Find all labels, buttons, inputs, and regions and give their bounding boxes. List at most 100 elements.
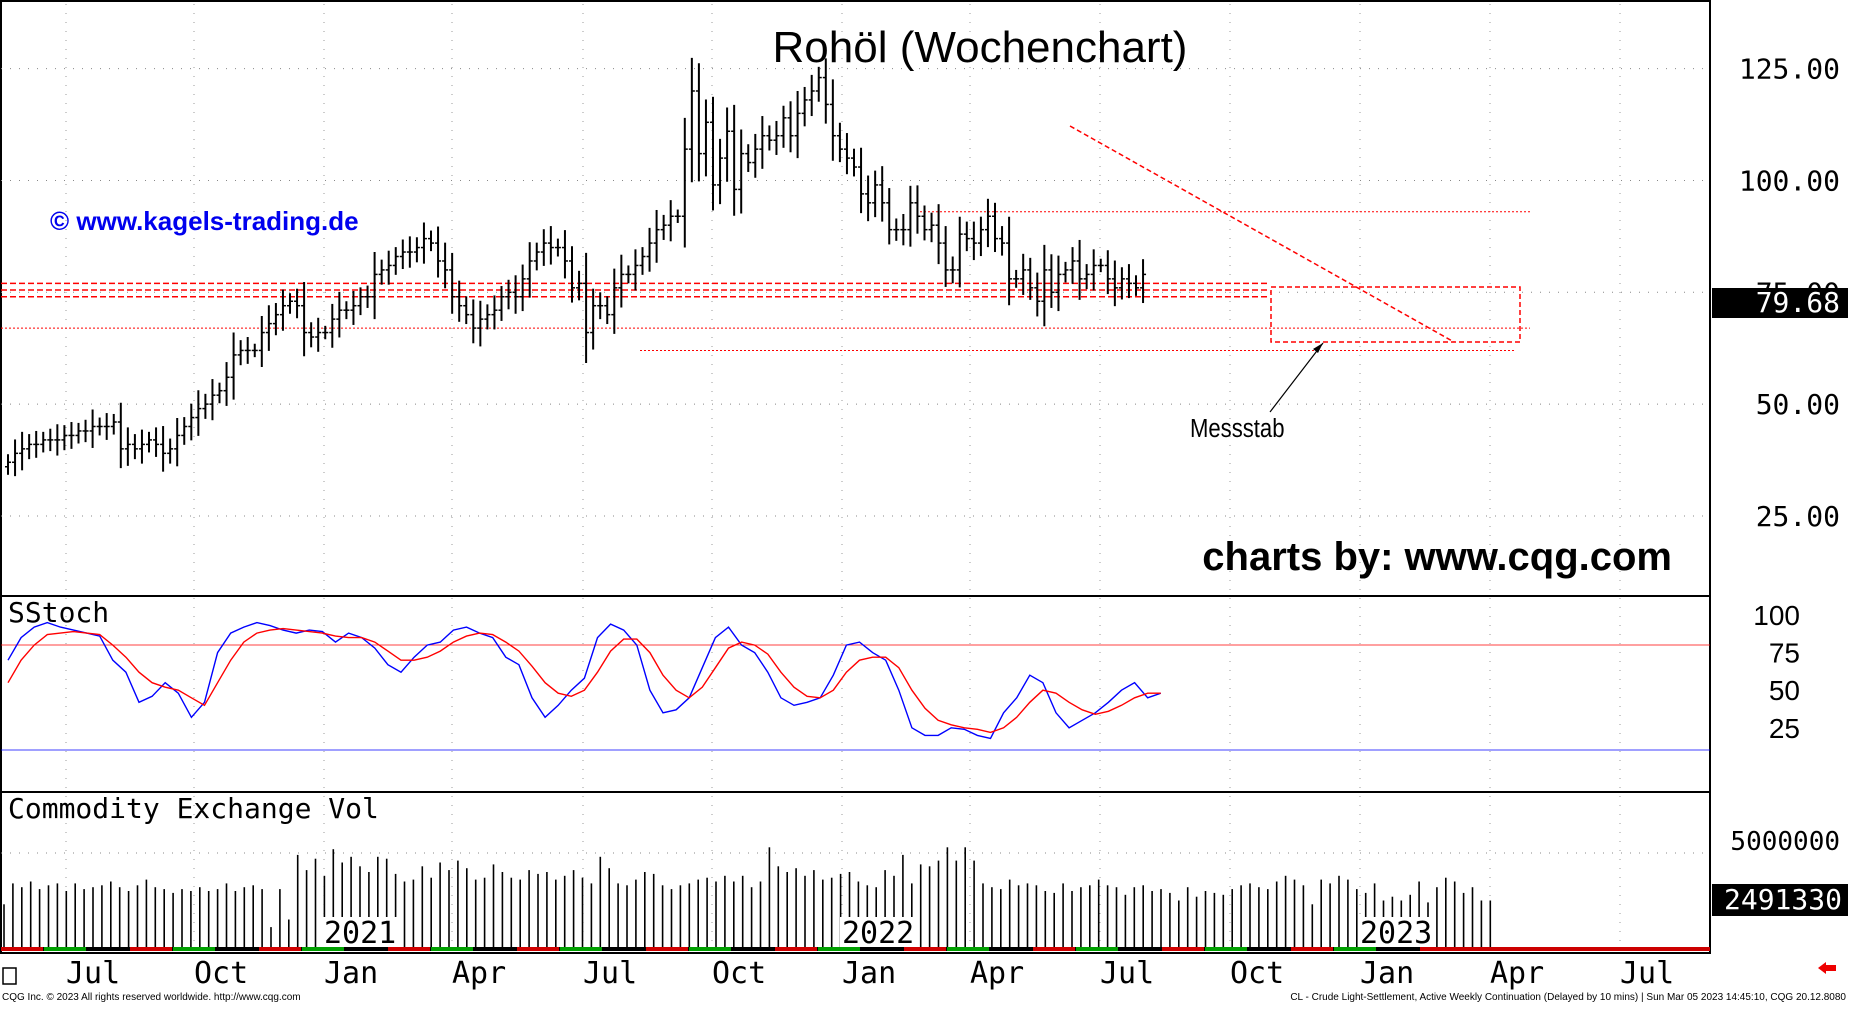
price-bar — [357, 287, 364, 316]
strip-segment — [1248, 947, 1290, 951]
price-bar — [1013, 269, 1020, 288]
arrow-head — [1313, 343, 1323, 353]
strip-segment — [646, 947, 688, 951]
strip-segment — [259, 947, 301, 951]
price-bar — [1083, 264, 1090, 290]
price-bar — [258, 315, 265, 367]
price-bar — [787, 101, 794, 153]
strip-segment — [130, 947, 172, 951]
price-bar — [1062, 261, 1069, 283]
price-bar — [879, 166, 886, 222]
strip-segment — [1, 947, 43, 951]
x-tick-label: Jul — [583, 956, 637, 991]
price-bar — [865, 175, 872, 222]
scroll-arrow-icon[interactable] — [1818, 962, 1836, 974]
price-bar — [992, 202, 998, 253]
price-bar — [583, 252, 590, 363]
strip-segment — [861, 947, 903, 951]
price-bar — [702, 99, 709, 177]
price-tick-label: 100.00 — [1739, 164, 1840, 197]
chart-title: Rohöl (Wochenchart) — [773, 23, 1188, 72]
price-bar — [1048, 254, 1055, 308]
price-bar — [1041, 244, 1048, 327]
stoch-line — [7, 627, 1161, 734]
price-bar — [949, 256, 956, 284]
price-bar — [33, 430, 40, 458]
last-volume-label: 2491330 — [1724, 883, 1842, 916]
price-bar — [604, 296, 611, 325]
last-volume-box — [1712, 884, 1848, 916]
price-bar — [19, 431, 26, 471]
month-color-strip — [1, 947, 1710, 951]
price-bar — [794, 90, 801, 159]
price-bar — [491, 295, 498, 330]
measuring-arrow — [1269, 342, 1324, 413]
x-tick-label: Jan — [324, 956, 378, 991]
downtrend-line — [1069, 125, 1455, 343]
strip-segment — [345, 947, 387, 951]
price-bar — [89, 409, 96, 448]
price-bar — [477, 300, 484, 347]
price-bar — [160, 426, 167, 472]
stoch-line — [7, 621, 1162, 740]
price-bar — [47, 428, 54, 452]
price-bar — [646, 227, 653, 272]
price-bar — [1111, 260, 1118, 307]
price-bar — [153, 427, 160, 457]
volume-bars — [3, 847, 1492, 948]
credit-text: charts by: www.cqg.com — [1202, 535, 1672, 579]
price-bar — [815, 66, 822, 102]
price-bar — [399, 239, 406, 270]
strip-segment — [1334, 947, 1376, 951]
price-bar — [1140, 259, 1147, 304]
price-bar — [1097, 258, 1104, 273]
strip-segment — [1291, 947, 1333, 951]
stoch-title: SStoch — [8, 596, 109, 629]
price-bar — [745, 144, 752, 172]
price-bar — [216, 382, 223, 404]
strip-segment — [302, 947, 344, 951]
strip-segment — [216, 947, 258, 951]
x-tick-label: Jul — [66, 956, 120, 991]
price-bar — [653, 209, 660, 263]
price-bar — [103, 413, 110, 440]
stoch-axis: 100 75 50 25 — [1753, 600, 1800, 744]
price-bar — [413, 237, 420, 263]
price-bar — [851, 148, 857, 177]
price-bar — [12, 439, 19, 477]
price-bar — [886, 188, 893, 245]
price-bar — [442, 242, 449, 289]
x-tick-label: Apr — [452, 956, 506, 991]
price-bar — [780, 105, 787, 148]
price-bar — [378, 259, 385, 285]
scroll-square[interactable] — [2, 967, 17, 985]
price-bar — [759, 116, 766, 169]
price-bar — [1133, 275, 1139, 296]
time-axis: Jul Oct Jan Apr Jul Oct Jan Apr Jul Oct Jan Apr Jul — [66, 956, 1674, 991]
price-bar — [533, 242, 540, 271]
volume-tick-5000000: 5000000 — [1730, 827, 1840, 857]
price-bar — [526, 242, 533, 298]
strip-segment — [560, 947, 602, 951]
price-bar — [223, 362, 230, 406]
strip-segment — [517, 947, 559, 951]
price-bar — [808, 74, 815, 117]
strip-segment — [431, 947, 473, 951]
price-bar — [639, 247, 646, 275]
price-bar — [843, 133, 850, 175]
x-tick-label: Jul — [1620, 956, 1674, 991]
price-bar — [921, 205, 928, 241]
volume-title: Commodity Exchange Vol — [8, 792, 379, 825]
price-bar — [858, 147, 865, 214]
price-bar — [230, 332, 237, 400]
price-bar — [75, 422, 82, 444]
price-bar — [935, 204, 942, 265]
price-bar — [26, 434, 33, 460]
price-bar — [322, 325, 329, 340]
price-bar — [272, 303, 279, 336]
price-bar — [1118, 267, 1125, 300]
price-bar — [829, 79, 836, 161]
strip-segment — [1119, 947, 1161, 951]
strip-segment — [732, 947, 774, 951]
price-bar — [1076, 239, 1083, 300]
